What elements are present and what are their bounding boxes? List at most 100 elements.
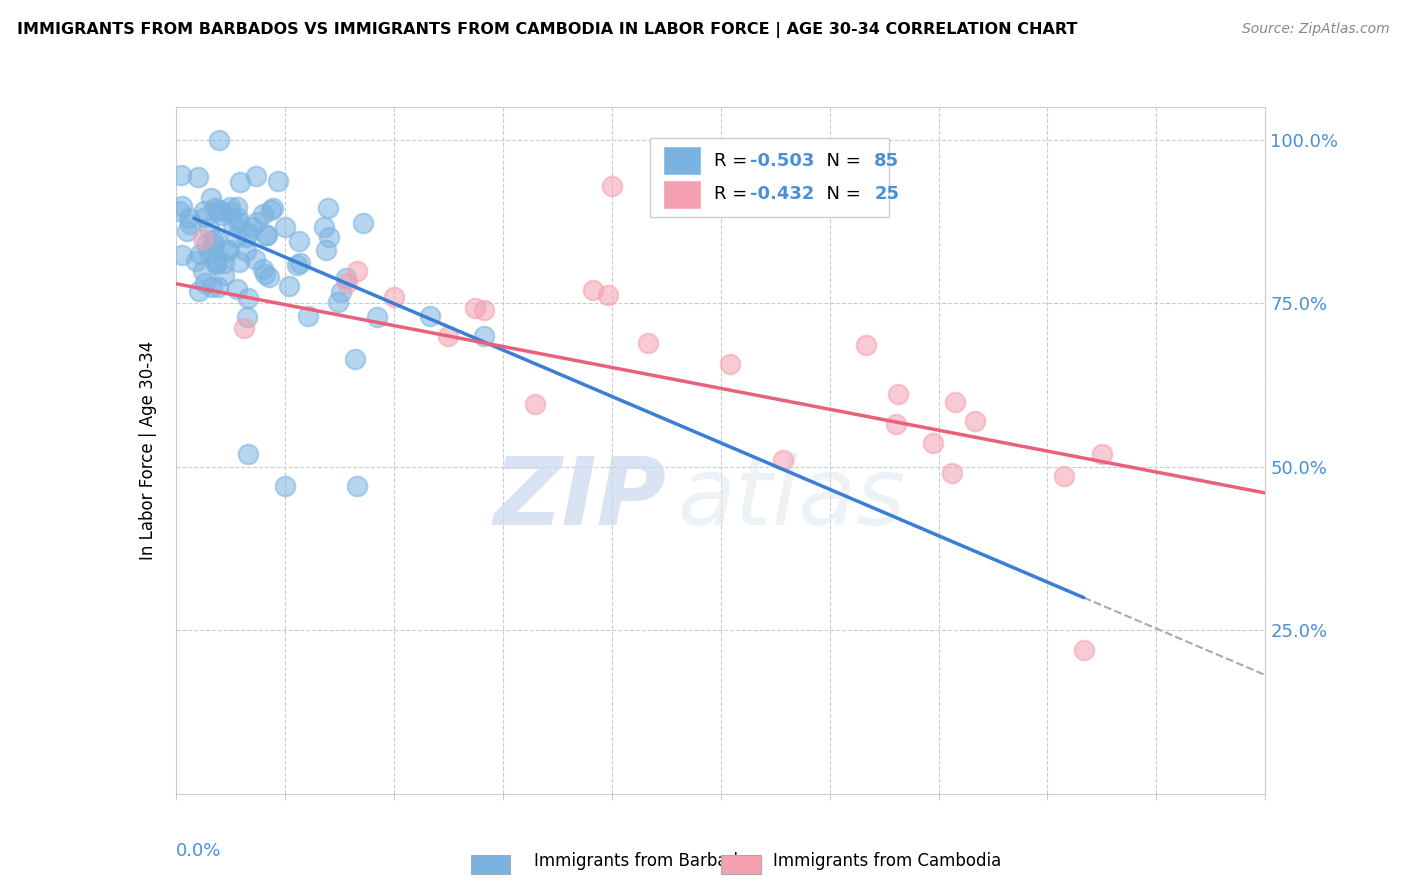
Point [335,271,357,285]
Point [252,207,274,221]
Point [211,208,233,222]
Text: N =: N = [815,152,868,169]
Point [346,263,368,277]
Point [288,234,311,248]
Point [346,479,368,493]
Point [169,204,191,219]
Point [236,226,259,240]
Point [260,202,283,217]
Point [205,257,228,271]
Point [179,217,201,231]
Point [772,453,794,467]
Point [188,247,211,261]
Point [259,269,281,284]
Point [315,243,337,257]
Point [208,133,231,147]
Point [179,211,201,226]
Y-axis label: In Labor Force | Age 30-34: In Labor Force | Age 30-34 [139,341,157,560]
Point [198,246,221,260]
Point [256,227,278,242]
Text: ZIP: ZIP [494,452,666,544]
Point [193,232,215,246]
Text: Source: ZipAtlas.com: Source: ZipAtlas.com [1241,22,1389,37]
Point [277,279,299,293]
Point [187,170,209,185]
Point [344,351,367,366]
Text: R =: R = [714,152,754,169]
Point [207,202,229,217]
Point [1091,447,1114,461]
Point [200,191,222,205]
Point [233,321,256,335]
Point [637,335,659,350]
Point [238,447,260,461]
Point [205,254,228,268]
Point [176,224,198,238]
Point [201,280,224,294]
Point [219,200,242,214]
Point [205,232,228,246]
Point [855,338,877,352]
Point [235,244,257,259]
Point [202,233,225,247]
Point [219,205,242,219]
Point [262,202,284,216]
Point [336,276,359,290]
Point [274,219,297,234]
Point [245,252,267,266]
Point [222,217,245,231]
Point [245,169,267,184]
Point [330,285,353,300]
FancyBboxPatch shape [650,138,890,217]
Text: 85: 85 [875,152,900,169]
Point [887,386,910,401]
Point [217,244,239,258]
Point [297,309,319,323]
Point [235,310,257,325]
Point [193,203,215,218]
Point [718,358,741,372]
Point [314,219,336,234]
Point [328,295,350,310]
Point [184,254,207,268]
Point [474,302,496,317]
Point [226,211,249,226]
Point [382,290,405,304]
Point [437,329,460,343]
Point [225,282,247,296]
Text: Immigrants from Cambodia: Immigrants from Cambodia [773,852,1001,870]
Point [212,268,235,282]
Text: R =: R = [714,186,754,203]
Point [195,236,218,251]
Point [228,215,250,229]
Point [256,228,278,243]
Point [267,174,290,188]
Point [238,291,260,305]
Text: atlas: atlas [678,453,905,544]
Point [218,243,240,257]
Text: Immigrants from Barbados: Immigrants from Barbados [534,852,758,870]
Point [316,201,339,215]
Text: 0.0%: 0.0% [176,842,221,860]
Point [170,168,193,182]
Point [290,256,312,270]
Point [285,258,308,272]
Point [318,230,340,244]
Point [252,261,274,276]
FancyBboxPatch shape [662,146,702,175]
Point [886,417,908,431]
Point [352,216,374,230]
Point [188,284,211,298]
Point [922,436,945,450]
Point [240,219,263,234]
Point [226,200,249,214]
Point [228,254,250,268]
Text: N =: N = [815,186,868,203]
Point [204,201,226,215]
Text: 25: 25 [875,186,900,203]
Point [419,310,441,324]
Point [194,277,217,291]
Point [207,253,229,268]
Point [191,263,214,277]
Point [474,329,496,343]
